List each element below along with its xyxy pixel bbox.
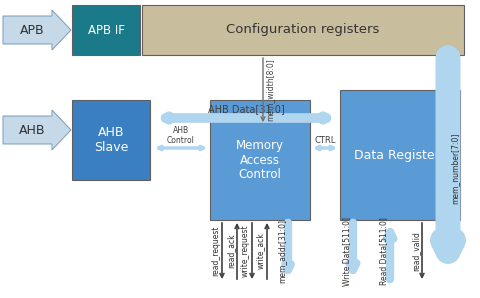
Text: write_ack: write_ack bbox=[256, 233, 265, 269]
Text: mem_width[8:0]: mem_width[8:0] bbox=[265, 59, 274, 121]
Text: Read Data[511:0]: Read Data[511:0] bbox=[379, 217, 388, 285]
Bar bbox=[340, 90, 460, 220]
Text: Data Registers: Data Registers bbox=[354, 148, 446, 162]
Bar bbox=[72, 100, 150, 180]
Text: Memory
Access
Control: Memory Access Control bbox=[236, 139, 284, 181]
Polygon shape bbox=[3, 110, 71, 150]
Polygon shape bbox=[3, 10, 71, 50]
Text: mem_number[7:0]: mem_number[7:0] bbox=[450, 133, 459, 204]
Text: read_request: read_request bbox=[211, 226, 220, 276]
Text: Configuration registers: Configuration registers bbox=[226, 24, 380, 36]
Text: read_ack: read_ack bbox=[226, 234, 235, 268]
Text: write_request: write_request bbox=[241, 225, 250, 277]
Text: APB IF: APB IF bbox=[87, 24, 124, 36]
Text: CTRL: CTRL bbox=[314, 136, 336, 145]
Bar bbox=[210, 100, 310, 220]
Text: AHB: AHB bbox=[19, 123, 46, 136]
Text: APB: APB bbox=[20, 24, 45, 36]
Bar bbox=[72, 5, 140, 55]
Text: AHB
Control: AHB Control bbox=[167, 125, 195, 145]
Text: mem_addr[31:0]: mem_addr[31:0] bbox=[277, 219, 286, 283]
Text: Write Data[511:0]: Write Data[511:0] bbox=[342, 217, 351, 285]
Text: AHB
Slave: AHB Slave bbox=[94, 126, 128, 154]
Bar bbox=[142, 5, 464, 55]
Text: read_valid: read_valid bbox=[411, 231, 420, 271]
Text: AHB Data[31:0]: AHB Data[31:0] bbox=[208, 104, 284, 114]
